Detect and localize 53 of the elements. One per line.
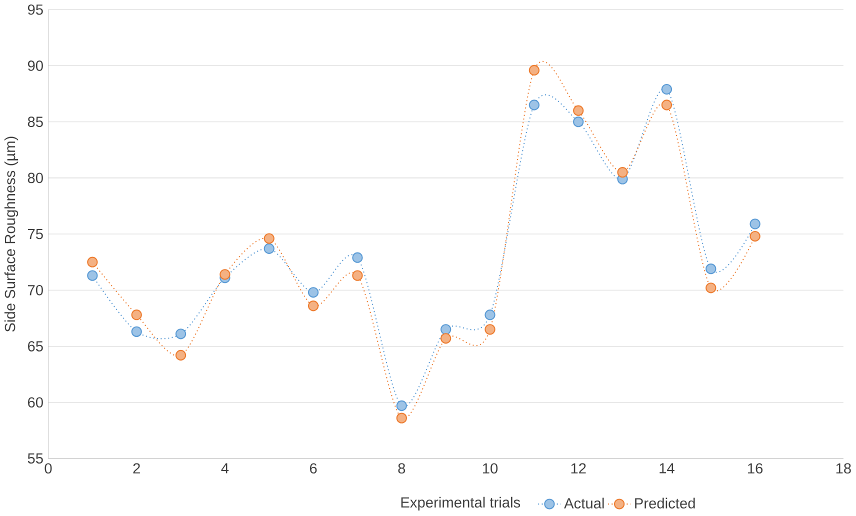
point [484, 310, 496, 320]
point [573, 116, 584, 128]
point [484, 324, 496, 335]
y-tick-label: 55 [28, 454, 43, 464]
point [706, 264, 716, 274]
y-tick-label: 70 [28, 285, 43, 296]
point [264, 243, 274, 254]
point [661, 84, 672, 95]
point [750, 231, 760, 242]
point [396, 400, 407, 412]
point [308, 287, 319, 298]
y-axis-title: Side Surface Roughness (µm) [4, 136, 18, 332]
x-tick-label: 10 [482, 463, 498, 474]
point [573, 105, 584, 116]
point [706, 282, 716, 294]
x-tick-label: 14 [660, 463, 674, 474]
x-tick-label: 12 [571, 463, 586, 474]
legend-label: Predicted [635, 498, 695, 509]
y-tick-label: 85 [28, 116, 43, 128]
point [264, 233, 274, 244]
x-tick-label: 8 [398, 463, 406, 474]
x-tick-label: 18 [836, 463, 851, 474]
point [750, 218, 760, 230]
x-axis-title: Experimental trials [401, 497, 520, 511]
point [352, 270, 363, 282]
y-tick-label: 75 [28, 229, 43, 240]
x-tick-label: 0 [44, 463, 52, 474]
y-tick-label: 90 [28, 60, 43, 72]
point [661, 100, 672, 110]
y-tick-label: 95 [28, 4, 43, 15]
point [175, 350, 186, 361]
point [396, 412, 407, 424]
x-tick-label: 16 [748, 463, 763, 474]
point [175, 328, 186, 340]
point [131, 326, 142, 338]
point [440, 324, 452, 335]
y-tick-label: 65 [28, 341, 43, 352]
x-tick-label: 4 [221, 463, 229, 474]
y-tick-label: 60 [28, 397, 43, 408]
point [528, 65, 540, 76]
point [528, 100, 540, 110]
legend-label: Actual [564, 498, 604, 509]
y-tick-label: 80 [28, 172, 43, 184]
x-tick-label: 2 [133, 463, 140, 474]
point [440, 333, 452, 344]
point [87, 270, 98, 282]
point [308, 300, 319, 312]
x-tick-label: 6 [310, 463, 317, 474]
point [131, 310, 142, 320]
point [220, 269, 230, 280]
point [617, 167, 628, 178]
point [87, 256, 98, 268]
point [352, 252, 363, 264]
